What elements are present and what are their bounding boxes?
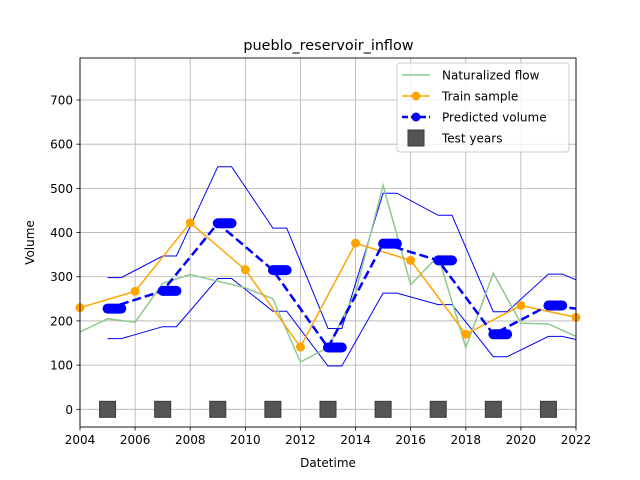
test-year-marker xyxy=(429,400,447,418)
plot-frame xyxy=(79,57,577,428)
y-tick-label: 100 xyxy=(50,359,73,373)
y-tick-label: 0 xyxy=(65,403,73,417)
legend-label: Test years xyxy=(441,132,502,146)
legend-box xyxy=(396,62,570,153)
train-sample-point xyxy=(351,238,361,248)
legend-label: Train sample xyxy=(441,90,518,104)
y-tick-label: 600 xyxy=(50,138,73,152)
interval-lower-line xyxy=(107,278,577,367)
train-sample-point xyxy=(516,300,526,310)
train-sample-point xyxy=(295,342,305,352)
train-sample-line xyxy=(79,221,577,349)
x-tick-label: 2008 xyxy=(175,433,206,447)
legend: Naturalized flow Train sample Predicted vo… xyxy=(396,62,570,153)
x-tick-label: 2012 xyxy=(285,433,316,447)
x-tick-label: 2004 xyxy=(65,433,96,447)
x-tick-label: 2022 xyxy=(561,433,592,447)
predicted-volume-line xyxy=(107,221,577,350)
test-year-marker xyxy=(99,400,117,418)
legend-test-marker xyxy=(407,129,425,147)
y-axis-ticks: 0 100 200 300 400 500 600 700 xyxy=(50,93,80,417)
x-tick-label: 2014 xyxy=(340,433,371,447)
x-tick-label: 2020 xyxy=(506,433,537,447)
x-tick-label: 2010 xyxy=(230,433,261,447)
x-axis-ticks: 2004 2006 2008 2010 2012 2014 2016 2018 2020 2022 xyxy=(65,427,592,447)
series-layer xyxy=(75,182,581,418)
legend-train-marker xyxy=(411,91,421,101)
x-tick-label: 2006 xyxy=(120,433,151,447)
train-sample-point xyxy=(240,265,250,275)
train-sample-point xyxy=(406,255,416,265)
y-tick-label: 700 xyxy=(50,93,73,107)
interval-upper-line xyxy=(107,166,577,329)
legend-label: Predicted volume xyxy=(442,111,547,125)
test-year-marker xyxy=(319,400,337,418)
train-sample-point xyxy=(461,329,471,339)
x-axis-label: Datetime xyxy=(300,456,356,470)
train-sample-point xyxy=(130,286,140,296)
x-tick-label: 2018 xyxy=(451,433,482,447)
test-year-marker xyxy=(539,400,557,418)
test-year-marker xyxy=(484,400,502,418)
y-tick-label: 200 xyxy=(50,314,73,328)
chart-title: pueblo_reservoir_inflow xyxy=(243,38,413,54)
y-tick-label: 400 xyxy=(50,226,73,240)
legend-label: Naturalized flow xyxy=(442,69,540,83)
x-tick-label: 2016 xyxy=(395,433,426,447)
train-sample-point xyxy=(185,218,195,228)
test-year-marker xyxy=(154,400,172,418)
y-tick-label: 300 xyxy=(50,270,73,284)
legend-predicted-marker xyxy=(411,112,421,122)
test-year-marker xyxy=(374,400,392,418)
y-tick-label: 500 xyxy=(50,182,73,196)
test-year-marker xyxy=(209,400,227,418)
prediction-interval xyxy=(107,166,577,367)
y-axis-label: Volume xyxy=(23,220,37,265)
test-year-marker xyxy=(264,400,282,418)
